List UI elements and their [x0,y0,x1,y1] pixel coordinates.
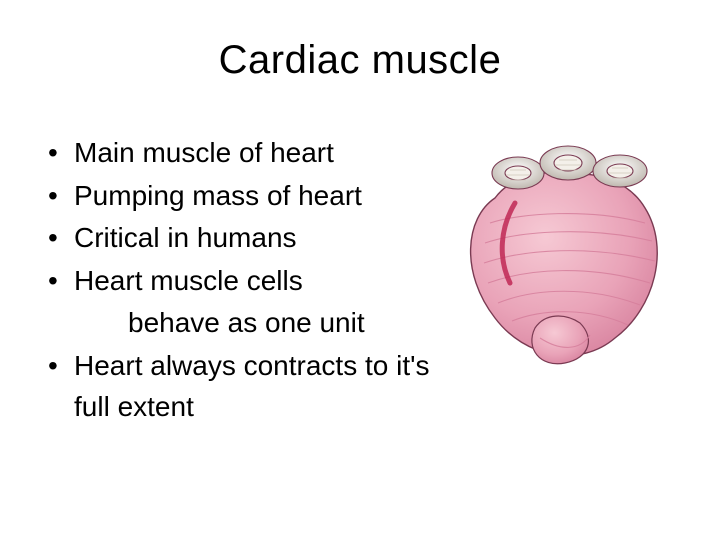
list-item: Pumping mass of heart [48,176,434,217]
list-item: Heart always contracts to it's full exte… [48,346,434,427]
heart-illustration [440,123,690,373]
slide-content: Main muscle of heart Pumping mass of hea… [0,83,720,429]
list-item: Main muscle of heart [48,133,434,174]
list-item: Heart muscle cells [48,261,434,302]
heart-apex [532,316,589,364]
bullet-list: Main muscle of heart Pumping mass of hea… [48,133,434,429]
slide-title: Cardiac muscle [0,0,720,83]
list-item: Critical in humans [48,218,434,259]
heart-svg [440,123,690,373]
list-item-continuation: behave as one unit [48,303,434,344]
